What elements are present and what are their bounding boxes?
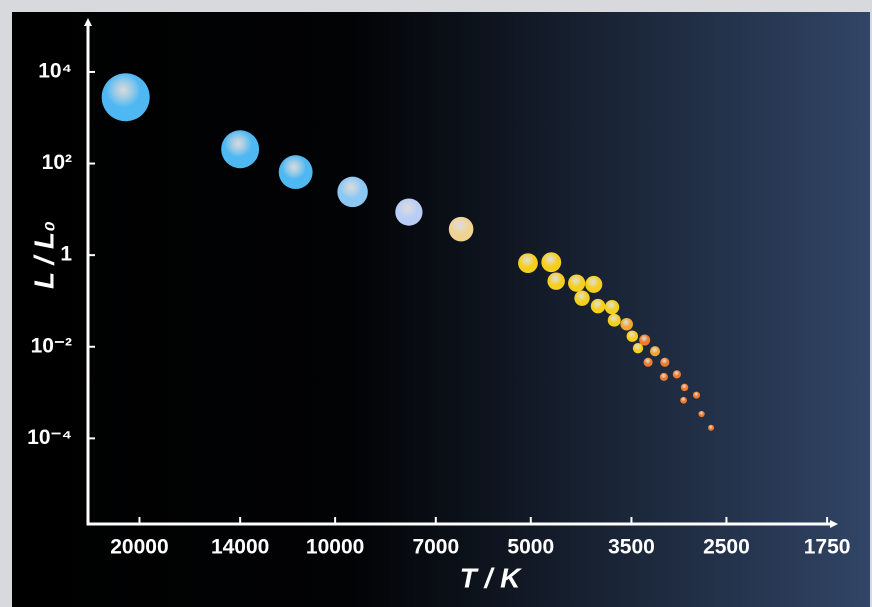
star-point bbox=[547, 272, 564, 289]
star-point bbox=[102, 73, 150, 121]
star-point bbox=[591, 299, 605, 313]
x-tick-label: 20000 bbox=[110, 536, 168, 559]
star-point bbox=[650, 346, 660, 356]
star-point bbox=[681, 384, 688, 391]
star-point bbox=[568, 275, 585, 292]
x-tick-label: 5000 bbox=[507, 536, 554, 559]
x-tick-label: 1750 bbox=[804, 536, 851, 559]
star-point bbox=[673, 370, 681, 378]
x-tick-label: 7000 bbox=[412, 536, 459, 559]
star-point bbox=[279, 155, 313, 189]
star-point bbox=[518, 253, 538, 273]
star-point bbox=[660, 358, 669, 367]
star-point bbox=[660, 373, 668, 381]
star-point bbox=[585, 276, 602, 293]
y-tick-label: 10⁴ bbox=[38, 59, 72, 82]
star-point bbox=[608, 314, 621, 327]
chart: T / K L / L₀ 10⁴ 10² 1 10⁻² 10⁻⁴ 20000 14000 10… bbox=[0, 0, 872, 607]
star-point bbox=[633, 343, 643, 353]
star-point bbox=[395, 199, 422, 226]
star-point bbox=[574, 290, 589, 305]
y-tick-label: 10⁻⁴ bbox=[27, 426, 72, 449]
y-tick-label: 1 bbox=[60, 243, 72, 266]
star-point bbox=[337, 177, 367, 207]
star-point bbox=[221, 130, 259, 168]
y-axis-label: L / L₀ bbox=[28, 221, 59, 289]
star-point bbox=[680, 397, 687, 404]
star-point bbox=[620, 318, 633, 331]
star-point bbox=[605, 300, 619, 314]
x-tick-label: 10000 bbox=[306, 536, 364, 559]
x-tick-label: 2500 bbox=[703, 536, 750, 559]
star-point bbox=[449, 217, 474, 242]
x-axis-label: T / K bbox=[460, 562, 522, 593]
y-tick-label: 10² bbox=[42, 151, 72, 174]
star-point bbox=[627, 331, 638, 342]
x-tick-label: 14000 bbox=[211, 536, 269, 559]
star-point bbox=[708, 425, 714, 431]
star-point bbox=[541, 252, 561, 272]
y-tick-label: 10⁻² bbox=[31, 334, 72, 357]
page: {"chart_data": {"type": "scatter", "x_la… bbox=[0, 0, 872, 607]
star-point bbox=[643, 358, 652, 367]
x-tick-label: 3500 bbox=[608, 536, 655, 559]
star-point bbox=[693, 392, 700, 399]
star-point bbox=[698, 411, 704, 417]
